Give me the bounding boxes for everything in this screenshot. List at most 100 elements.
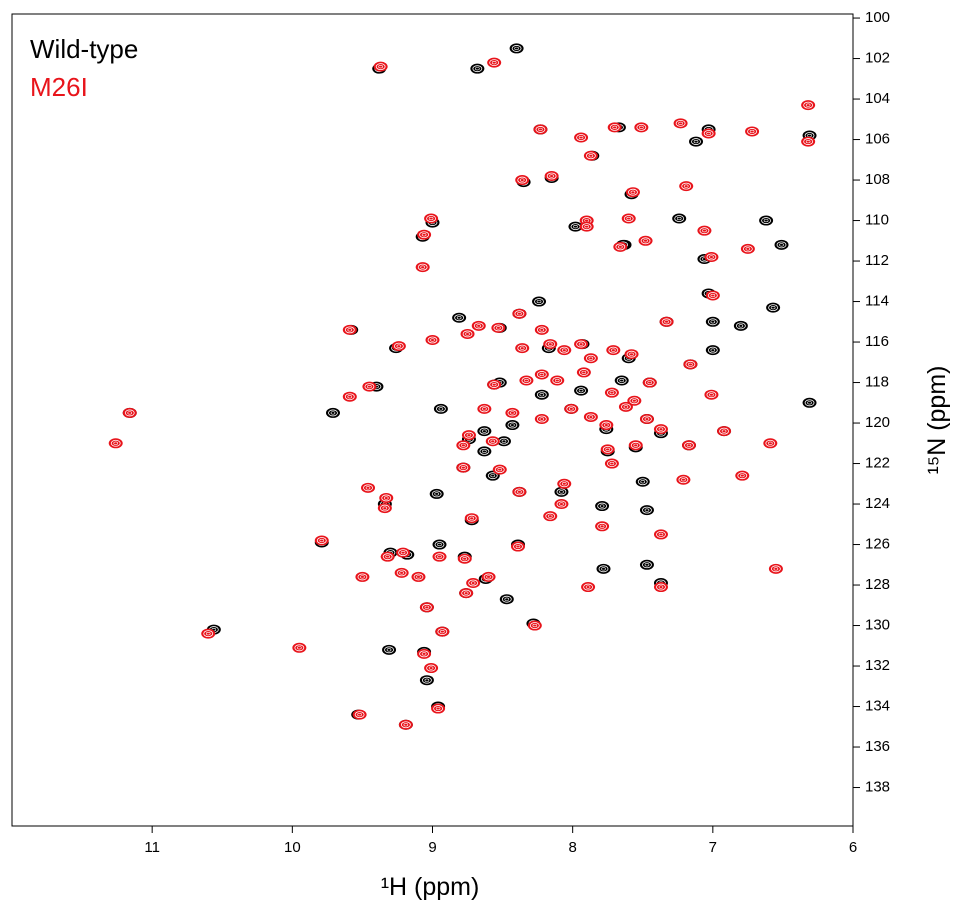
- peak-contour: [597, 502, 608, 510]
- peak: [505, 420, 520, 431]
- peak: [496, 436, 511, 447]
- peak-contour: [462, 330, 473, 338]
- peak-contour: [328, 409, 338, 417]
- peak-contour: [454, 314, 465, 322]
- peak: [679, 181, 694, 192]
- peak: [735, 470, 750, 481]
- peak-contour: [676, 216, 682, 221]
- legend-label: Wild-type: [30, 34, 138, 64]
- y-tick-label: 110: [865, 212, 889, 229]
- peak-contour: [656, 531, 666, 538]
- peak-contour: [510, 411, 515, 415]
- peak-contour: [473, 322, 484, 330]
- peak-contour: [468, 579, 479, 587]
- peak-contour: [482, 407, 487, 411]
- peak-contour: [538, 127, 543, 132]
- peak-contour: [490, 474, 496, 478]
- peak-contour: [629, 352, 634, 356]
- peak-contour: [805, 103, 811, 107]
- y-tick-label: 116: [865, 333, 889, 350]
- peak-contour: [539, 328, 545, 332]
- peak: [717, 426, 732, 437]
- peak: [419, 602, 434, 613]
- peak-contour: [330, 411, 336, 415]
- peak-contour: [424, 605, 430, 609]
- peak-contour: [403, 723, 409, 727]
- peak-contour: [517, 312, 522, 316]
- peak: [606, 345, 621, 356]
- peak: [653, 582, 668, 593]
- peak: [544, 170, 559, 181]
- peak-contour: [532, 623, 538, 628]
- peak-contour: [709, 393, 714, 397]
- peak-contour: [771, 565, 781, 573]
- peak: [519, 375, 534, 386]
- peak: [635, 476, 650, 487]
- peak-contour: [127, 411, 133, 415]
- peak-contour: [561, 482, 567, 486]
- y-tick-label: 126: [865, 536, 890, 553]
- peak-contour: [763, 218, 769, 223]
- peak-contour: [426, 664, 436, 672]
- peak: [704, 251, 719, 262]
- peak-contour: [681, 478, 686, 482]
- peak-contour: [489, 59, 500, 66]
- peak: [377, 503, 392, 514]
- peak-contour: [437, 628, 448, 636]
- peak: [733, 320, 748, 331]
- x-tick-label: 11: [144, 839, 160, 856]
- peak: [801, 136, 816, 147]
- peak-contour: [656, 583, 666, 591]
- peak-contour: [363, 484, 373, 492]
- peak-contour: [609, 123, 620, 131]
- peak-contour: [612, 125, 618, 129]
- peak-contour: [496, 326, 501, 330]
- peak-contour: [545, 512, 556, 520]
- peak: [613, 241, 628, 252]
- peak-contour: [556, 500, 567, 508]
- peak: [512, 486, 527, 497]
- peak: [433, 403, 448, 414]
- peak: [534, 324, 549, 335]
- peak: [431, 703, 446, 714]
- peak-contour: [113, 441, 119, 445]
- peak-contour: [110, 439, 121, 447]
- y-tick-label: 114: [865, 293, 889, 310]
- peak: [417, 648, 432, 659]
- peak-contour: [319, 538, 325, 543]
- peak-contour: [630, 441, 641, 449]
- y-tick-label: 134: [865, 697, 890, 714]
- peak: [355, 571, 370, 582]
- peak-contour: [768, 304, 779, 312]
- peak: [456, 462, 471, 473]
- peak-contour: [294, 644, 305, 652]
- peak: [705, 316, 720, 327]
- peak-contour: [664, 320, 669, 324]
- peak: [595, 501, 610, 512]
- peak-contour: [383, 496, 389, 500]
- peak-contour: [475, 67, 480, 71]
- peak: [554, 486, 569, 497]
- peak-contour: [805, 139, 811, 144]
- peak-contour: [566, 405, 577, 413]
- peak-contour: [642, 415, 652, 423]
- peak-contour: [683, 184, 689, 188]
- peak-contour: [628, 188, 638, 196]
- peak-contour: [674, 215, 685, 222]
- peak-contour: [619, 378, 625, 383]
- peak-contour: [637, 478, 648, 486]
- peak-contour: [479, 405, 490, 413]
- peak: [417, 229, 432, 240]
- y-tick-label: 136: [865, 738, 890, 755]
- peak-contour: [693, 139, 699, 144]
- peak-contour: [504, 597, 510, 601]
- peak: [673, 118, 688, 129]
- peak: [676, 474, 691, 485]
- peak-contour: [487, 472, 498, 480]
- peak: [768, 563, 783, 574]
- peak-contour: [536, 371, 547, 378]
- peak-contour: [710, 293, 716, 298]
- peak-contour: [419, 650, 429, 658]
- peak-contour: [761, 217, 771, 224]
- peak: [604, 387, 619, 398]
